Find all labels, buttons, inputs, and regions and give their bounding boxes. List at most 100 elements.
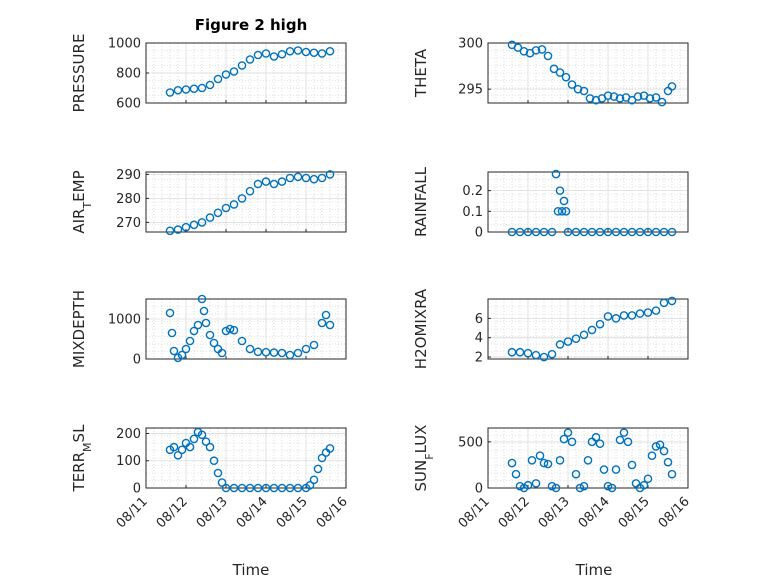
x-tick-label: 08/11 bbox=[114, 494, 151, 531]
data-point bbox=[547, 227, 557, 237]
axes-box bbox=[145, 171, 347, 233]
data-point bbox=[567, 80, 577, 89]
data-point bbox=[595, 439, 605, 448]
y-tick-label: 300 bbox=[458, 37, 483, 52]
data-point bbox=[531, 350, 541, 360]
data-point bbox=[507, 458, 517, 468]
data-point bbox=[657, 97, 667, 107]
data-point bbox=[237, 483, 247, 493]
x-tick-label: 08/14 bbox=[576, 494, 613, 531]
y-axis-label: RAINFALL bbox=[412, 166, 430, 237]
data-point bbox=[619, 227, 629, 237]
y-tick-label: 2 bbox=[475, 351, 483, 366]
data-point bbox=[507, 227, 517, 237]
y-tick-label: 290 bbox=[116, 168, 141, 183]
data-point bbox=[293, 172, 303, 182]
data-point bbox=[253, 347, 263, 357]
subplot-pressure: 600 800 1000 PRESSURE bbox=[70, 34, 347, 112]
data-point bbox=[651, 227, 661, 237]
data-point bbox=[523, 348, 533, 358]
data-point bbox=[169, 346, 179, 356]
data-point bbox=[277, 177, 287, 186]
data-point bbox=[209, 338, 219, 348]
data-point bbox=[543, 459, 553, 469]
data-point bbox=[285, 173, 295, 183]
data-point bbox=[651, 93, 661, 102]
data-point bbox=[595, 227, 605, 237]
data-point bbox=[177, 350, 187, 360]
y-tick-label: 800 bbox=[116, 67, 141, 82]
data-point bbox=[655, 440, 665, 449]
data-point bbox=[217, 478, 227, 487]
x-tick-label: 08/14 bbox=[234, 494, 271, 531]
data-point bbox=[325, 46, 335, 56]
data-point bbox=[659, 298, 669, 308]
x-tick-label: 08/12 bbox=[154, 494, 191, 531]
y-label-part: EMP bbox=[70, 170, 88, 201]
data-point bbox=[555, 186, 565, 195]
data-point bbox=[547, 349, 557, 359]
data-point bbox=[515, 481, 525, 491]
data-point bbox=[571, 469, 581, 479]
data-point bbox=[539, 458, 549, 468]
data-point bbox=[245, 483, 255, 493]
data-point bbox=[325, 170, 335, 179]
data-point bbox=[293, 483, 303, 493]
y-tick-label: 0 bbox=[475, 226, 483, 241]
data-point bbox=[587, 227, 597, 237]
data-point bbox=[611, 314, 621, 323]
y-label-subscript: T bbox=[81, 202, 94, 210]
data-point bbox=[285, 46, 295, 56]
data-point bbox=[579, 481, 589, 491]
data-point bbox=[309, 475, 319, 485]
axes-box bbox=[487, 42, 689, 104]
subplot-mixdepth: 0 1000 MIXDEPTH bbox=[70, 290, 347, 368]
data-point bbox=[237, 336, 247, 346]
data-point bbox=[667, 296, 677, 306]
data-point bbox=[551, 483, 561, 493]
data-point bbox=[579, 227, 589, 237]
data-point bbox=[583, 456, 593, 465]
data-point bbox=[559, 434, 569, 444]
data-point bbox=[555, 340, 565, 349]
data-point bbox=[221, 70, 231, 79]
y-label-part: AIR bbox=[70, 209, 88, 234]
data-point bbox=[571, 227, 581, 237]
data-point bbox=[631, 479, 641, 488]
data-point bbox=[555, 456, 565, 465]
data-point bbox=[269, 483, 279, 493]
data-point bbox=[603, 312, 613, 321]
data-point bbox=[535, 451, 545, 460]
subplot-sun-f-lux: 0 500 08/11 08/12 08/13 08/14 08/15 08/16 SUNFLU… bbox=[412, 425, 693, 532]
data-point bbox=[309, 174, 319, 184]
data-point bbox=[599, 465, 609, 474]
y-tick-label: 500 bbox=[458, 435, 483, 450]
y-axis-label: THETA bbox=[412, 48, 430, 98]
data-point bbox=[667, 469, 677, 479]
data-point bbox=[205, 330, 215, 340]
data-point bbox=[523, 227, 533, 237]
data-point bbox=[189, 84, 199, 94]
y-label-subscript: F bbox=[423, 453, 436, 459]
data-point bbox=[513, 43, 523, 52]
data-point bbox=[623, 437, 633, 447]
data-point bbox=[627, 227, 637, 237]
x-tick-label: 08/16 bbox=[656, 494, 693, 531]
data-point bbox=[619, 311, 629, 320]
y-tick-label: 100 bbox=[116, 454, 141, 469]
data-point bbox=[539, 227, 549, 237]
data-point bbox=[301, 47, 311, 57]
data-point bbox=[609, 92, 619, 101]
data-point bbox=[277, 49, 287, 59]
data-point bbox=[633, 92, 643, 101]
data-point bbox=[293, 348, 303, 358]
data-point bbox=[229, 325, 239, 335]
data-point bbox=[165, 308, 175, 318]
data-point bbox=[229, 200, 239, 209]
data-point bbox=[563, 227, 573, 237]
data-point bbox=[205, 213, 215, 222]
data-point bbox=[245, 186, 255, 196]
data-point bbox=[603, 481, 613, 491]
data-point bbox=[553, 207, 563, 216]
